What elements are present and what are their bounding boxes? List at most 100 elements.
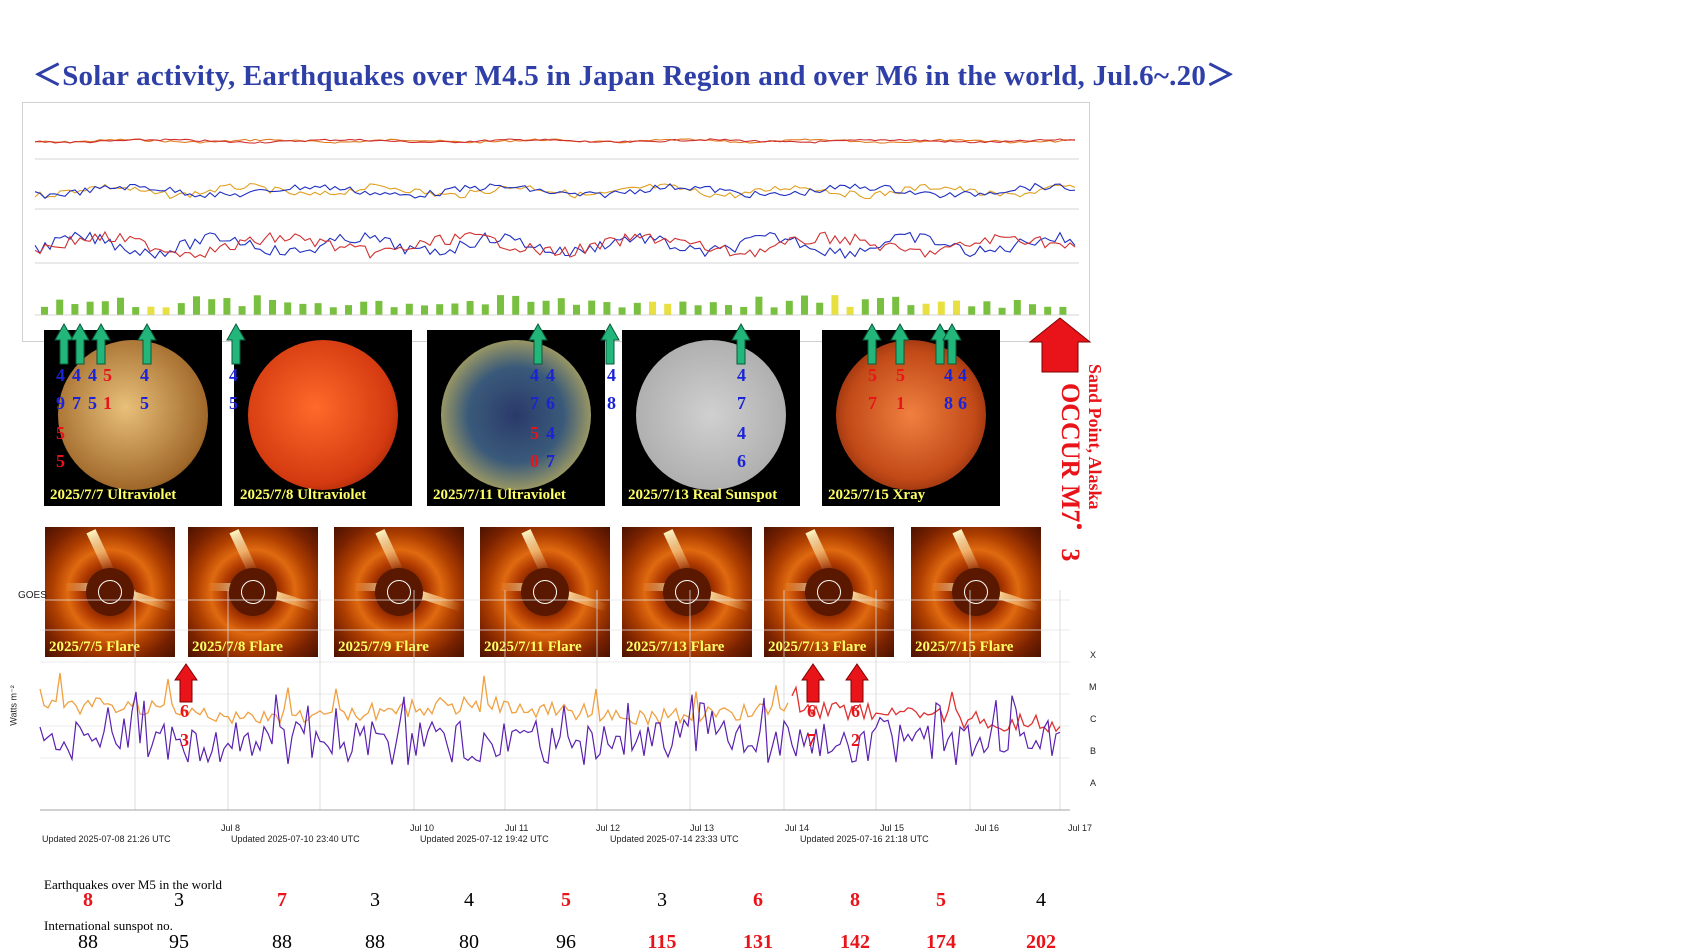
kp-index-bar xyxy=(892,296,900,315)
kp-index-bar xyxy=(983,301,991,315)
flare-streak xyxy=(784,583,822,591)
goes-day-label: Jul 17 xyxy=(1068,823,1093,833)
kp-index-bar xyxy=(801,295,808,315)
sun-image-1: 2025/7/7 Ultraviolet xyxy=(44,330,222,506)
sun-disk xyxy=(58,340,208,490)
quake-magnitude-digit: 4 xyxy=(607,365,616,385)
kp-index-bar xyxy=(132,307,140,315)
kp-index-bar xyxy=(694,305,702,315)
kp-index-bar xyxy=(117,297,124,315)
sunspot-number-cell: 96 xyxy=(556,931,576,952)
kp-index-bar xyxy=(512,295,520,315)
sunspot-number-cell: 202 xyxy=(1026,931,1056,952)
kp-index-bar xyxy=(1013,299,1021,315)
occulter-ring xyxy=(98,580,122,604)
goes-update-label: Updated 2025-07-16 21:18 UTC xyxy=(800,834,929,844)
flare-image-3: 2025/7/9 Flare xyxy=(334,527,464,657)
kp-index-bar xyxy=(709,302,717,315)
kp-index-bar xyxy=(755,296,763,315)
kp-index-bar xyxy=(421,305,428,315)
quake-magnitude-digit: 5 xyxy=(88,393,97,413)
sun-image-caption: 2025/7/7 Ultraviolet xyxy=(50,487,177,503)
sunspot-row-label: International sunspot no. xyxy=(44,918,173,933)
kp-index-bar xyxy=(253,295,261,315)
kp-index-bar xyxy=(816,302,824,315)
flare-image-2: 2025/7/8 Flare xyxy=(188,527,318,657)
flare-image-caption: 2025/7/8 Flare xyxy=(192,639,283,655)
solar-wind-trace xyxy=(34,182,1076,199)
quake-magnitude-digit: 6 xyxy=(737,451,746,471)
kp-index-bar xyxy=(649,301,656,315)
kp-index-bar xyxy=(1044,306,1052,315)
green-up-arrow xyxy=(137,322,157,365)
goes-update-label: Updated 2025-07-12 19:42 UTC xyxy=(420,834,549,844)
quake-magnitude-digit: 4 xyxy=(56,365,65,385)
occulter-ring xyxy=(533,580,557,604)
kp-index-bar xyxy=(299,303,307,315)
kp-index-bar xyxy=(223,298,231,315)
solar-wind-plot-panel xyxy=(22,102,1090,342)
flare-image-5: 2025/7/13 Flare xyxy=(622,527,752,657)
kp-index-bar xyxy=(466,301,474,315)
quake-magnitude-digit: 7 xyxy=(868,393,877,413)
goes-long-trace-recent xyxy=(791,685,1061,733)
kp-index-bar xyxy=(147,306,155,315)
sun-disk xyxy=(248,340,398,490)
quake-magnitude-digit: 5 xyxy=(530,423,539,443)
goes-label: GOES xyxy=(18,590,47,601)
green-up-arrow xyxy=(862,322,882,365)
flare-image-7: 2025/7/15 Flare xyxy=(911,527,1041,657)
quake-magnitude-digit: 4 xyxy=(546,423,555,443)
kp-index-bar xyxy=(831,295,839,315)
kp-index-bar xyxy=(481,304,489,315)
sunspot-number-cell: 174 xyxy=(926,931,956,952)
kp-index-bar xyxy=(968,306,976,315)
occulter-ring xyxy=(964,580,988,604)
kp-index-bar xyxy=(770,307,778,315)
quake-magnitude-digit: 4 xyxy=(958,365,967,385)
green-up-arrow xyxy=(528,322,548,365)
world-quake-magnitude-digit: 6 xyxy=(180,701,189,721)
quake-magnitude-digit: 4 xyxy=(944,365,953,385)
goes-day-label: Jul 10 xyxy=(410,823,435,833)
occulter-ring xyxy=(817,580,841,604)
quake-magnitude-digit: 5 xyxy=(56,451,65,471)
quake-magnitude-digit: 4 xyxy=(229,365,238,385)
sunspot-number-cell: 88 xyxy=(272,931,292,952)
kp-index-bar xyxy=(557,298,565,315)
goes-update-label: Updated 2025-07-10 23:40 UTC xyxy=(231,834,360,844)
quake-magnitude-digit: 7 xyxy=(72,393,81,413)
flare-image-caption: 2025/7/5 Flare xyxy=(49,639,140,655)
quake-magnitude-digit: 4 xyxy=(737,423,746,443)
flare-image-1: 2025/7/5 Flare xyxy=(45,527,175,657)
goes-day-label: Jul 8 xyxy=(221,823,241,833)
occulter-ring xyxy=(675,580,699,604)
quake-magnitude-digit: 1 xyxy=(896,393,905,413)
solar-wind-trace xyxy=(34,230,1076,259)
world-quake-magnitude-digit: 7 xyxy=(807,730,816,750)
earthquake-count-cell: 3 xyxy=(174,889,184,911)
kp-index-bar xyxy=(573,304,580,315)
sun-image-caption: 2025/7/8 Ultraviolet xyxy=(240,487,367,503)
quake-magnitude-digit: 7 xyxy=(737,393,746,413)
occulter-ring xyxy=(241,580,265,604)
green-up-arrow xyxy=(600,322,620,365)
quake-magnitude-digit: 6 xyxy=(958,393,967,413)
kp-index-bar xyxy=(603,302,611,315)
quake-magnitude-digit: 5 xyxy=(103,365,112,385)
quake-magnitude-digit: 5 xyxy=(140,393,149,413)
kp-index-bar xyxy=(177,303,185,315)
kp-index-bar xyxy=(679,301,687,315)
kp-index-bar xyxy=(497,295,504,315)
kp-index-bar xyxy=(588,300,596,315)
earthquake-count-cell: 7 xyxy=(277,889,287,911)
kp-index-bar xyxy=(922,303,930,315)
sunspot-number-cell: 80 xyxy=(459,931,479,952)
sunspot-number-cell: 131 xyxy=(743,931,773,952)
earthquake-count-cell: 4 xyxy=(464,889,474,911)
green-up-arrow xyxy=(942,322,962,365)
sun-disk xyxy=(636,340,786,490)
kp-index-bar xyxy=(345,305,352,315)
goes-day-label: Jul 12 xyxy=(596,823,621,833)
kp-index-bar xyxy=(56,299,64,315)
